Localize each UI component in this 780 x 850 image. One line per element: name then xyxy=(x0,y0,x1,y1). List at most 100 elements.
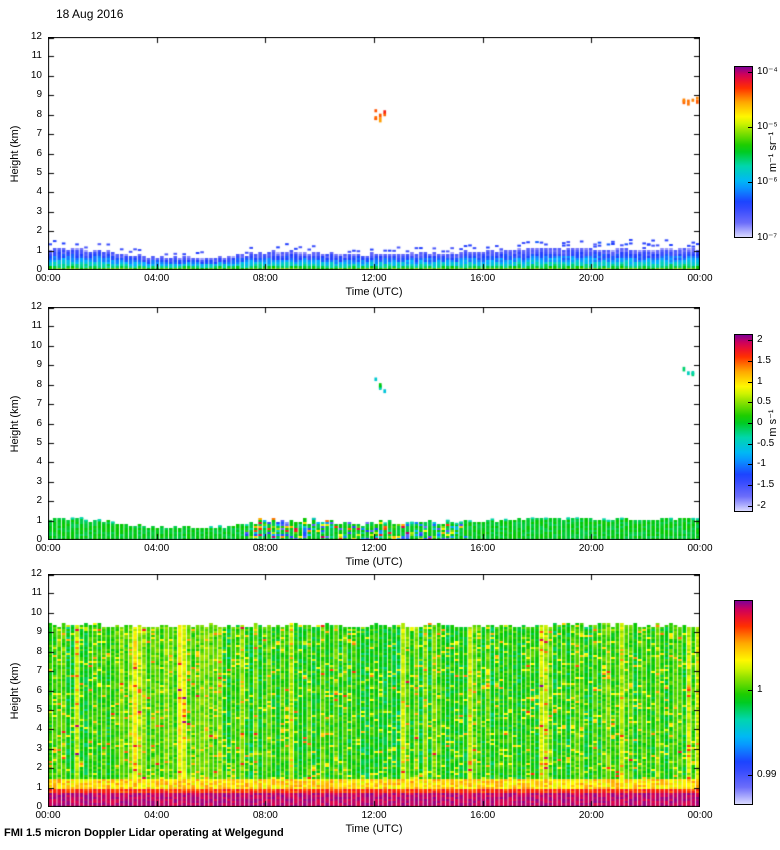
signal-raw-heatmap-canvas xyxy=(48,574,700,807)
colorbar-tick-label: 10⁻⁶ xyxy=(757,176,778,188)
colorbar-tick-mark xyxy=(748,690,752,691)
colorbar-tick-mark xyxy=(748,423,752,424)
y-tick-label: 0 xyxy=(36,534,42,545)
colorbar-tick-mark xyxy=(748,72,752,73)
date-label: 18 Aug 2016 xyxy=(56,7,124,21)
colorbar-tick-label: 1 xyxy=(757,375,763,387)
x-tick-label: 16:00 xyxy=(470,273,496,284)
x-tick-label: 04:00 xyxy=(144,273,170,284)
colorbar-tick-mark xyxy=(748,485,752,486)
y-tick-label: 3 xyxy=(36,475,42,487)
y-tick-label: 11 xyxy=(31,587,42,599)
y-tick-label: 0 xyxy=(36,801,42,812)
x-tick-label: 12:00 xyxy=(361,273,387,284)
y-tick-label: 8 xyxy=(36,378,42,390)
y-tick-label: 7 xyxy=(36,398,42,410)
y-tick-label: 10 xyxy=(30,339,42,351)
x-tick-label: 00:00 xyxy=(35,543,61,554)
x-tick-label: 00:00 xyxy=(687,543,713,554)
colorbar-tick-mark xyxy=(748,182,752,183)
y-tick-label: 11 xyxy=(31,50,42,62)
y-tick-label: 5 xyxy=(36,703,42,715)
colorbar-tick-mark xyxy=(748,506,752,507)
x-tick-label: 16:00 xyxy=(470,810,496,821)
y-tick-label: 5 xyxy=(36,436,42,448)
x-tick-label: 00:00 xyxy=(687,810,713,821)
x-tick-label: 00:00 xyxy=(35,273,61,284)
colorbar-unit-backscatter: m⁻¹ sr⁻¹ xyxy=(767,131,779,173)
x-tick-label: 20:00 xyxy=(578,543,604,554)
y-tick-label: 6 xyxy=(36,147,42,159)
colorbar-tick-label: 0 xyxy=(757,417,763,428)
y-axis-label: Height (km) xyxy=(9,125,21,182)
y-tick-label: 12 xyxy=(30,301,42,312)
y-tick-label: 10 xyxy=(30,69,42,81)
doppler-velocity-heatmap-canvas xyxy=(48,307,700,540)
y-tick-label: 12 xyxy=(30,568,42,579)
colorbar-tick-mark xyxy=(748,444,752,445)
x-tick-label: 08:00 xyxy=(252,273,278,284)
y-tick-label: 4 xyxy=(36,723,42,735)
y-tick-label: 6 xyxy=(36,417,42,429)
y-axis-label: Height (km) xyxy=(9,662,21,719)
colorbar-tick-label: -0.5 xyxy=(757,437,775,449)
y-tick-label: 10 xyxy=(30,606,42,618)
colorbar-unit-velocity: m s⁻¹ xyxy=(767,409,779,437)
x-tick-label: 20:00 xyxy=(578,810,604,821)
y-tick-label: 6 xyxy=(36,684,42,696)
y-tick-label: 2 xyxy=(36,225,42,237)
colorbar-tick-label: -1.5 xyxy=(757,479,775,491)
y-tick-label: 4 xyxy=(36,186,42,198)
colorbar-tick-label: 10⁻⁷ xyxy=(757,232,778,243)
colorbar-tick-mark xyxy=(748,361,752,362)
y-tick-label: 3 xyxy=(36,742,42,754)
colorbar-tick-label: -2 xyxy=(757,499,766,511)
colorbar-tick-label: -1 xyxy=(757,458,766,470)
y-tick-label: 7 xyxy=(36,665,42,677)
x-tick-label: 08:00 xyxy=(252,543,278,554)
colorbar-tick-label: 0.99 xyxy=(757,769,777,781)
colorbar xyxy=(734,600,753,805)
colorbar-tick-label: 0.5 xyxy=(757,396,771,408)
y-tick-label: 9 xyxy=(36,359,42,371)
colorbar-tick-mark xyxy=(748,464,752,465)
y-tick-label: 0 xyxy=(36,264,42,275)
colorbar-tick-mark xyxy=(748,237,752,238)
y-tick-label: 8 xyxy=(36,645,42,657)
colorbar-tick-mark xyxy=(748,775,752,776)
x-tick-label: 04:00 xyxy=(144,543,170,554)
colorbar-tick-mark xyxy=(748,382,752,383)
colorbar-tick-mark xyxy=(748,127,752,128)
backscatter-heatmap-canvas xyxy=(48,37,700,270)
colorbar-tick-label: 2 xyxy=(757,334,763,346)
y-tick-label: 9 xyxy=(36,89,42,101)
x-axis-label: Time (UTC) xyxy=(345,286,403,298)
y-tick-label: 8 xyxy=(36,108,42,120)
x-tick-label: 00:00 xyxy=(35,810,61,821)
y-tick-label: 3 xyxy=(36,205,42,217)
x-tick-label: 12:00 xyxy=(361,543,387,554)
x-tick-label: 16:00 xyxy=(470,543,496,554)
x-axis-label: Time (UTC) xyxy=(345,556,403,568)
y-tick-label: 5 xyxy=(36,166,42,178)
colorbar-tick-label: 10⁻⁵ xyxy=(757,121,778,133)
x-tick-label: 20:00 xyxy=(578,273,604,284)
x-tick-label: 00:00 xyxy=(687,273,713,284)
y-axis-label: Height (km) xyxy=(9,395,21,452)
footer-caption: FMI 1.5 micron Doppler Lidar operating a… xyxy=(4,827,284,839)
x-tick-label: 04:00 xyxy=(144,810,170,821)
x-tick-label: 08:00 xyxy=(252,810,278,821)
colorbar xyxy=(734,66,753,238)
x-axis-label: Time (UTC) xyxy=(345,823,403,835)
colorbar-tick-mark xyxy=(748,340,752,341)
y-tick-label: 1 xyxy=(36,244,42,256)
y-tick-label: 7 xyxy=(36,128,42,140)
y-tick-label: 12 xyxy=(30,31,42,42)
y-tick-label: 9 xyxy=(36,626,42,638)
x-tick-label: 12:00 xyxy=(361,810,387,821)
y-tick-label: 4 xyxy=(36,456,42,468)
colorbar-tick-label: 1.5 xyxy=(757,354,771,366)
y-tick-label: 11 xyxy=(31,320,42,332)
colorbar xyxy=(734,334,753,512)
